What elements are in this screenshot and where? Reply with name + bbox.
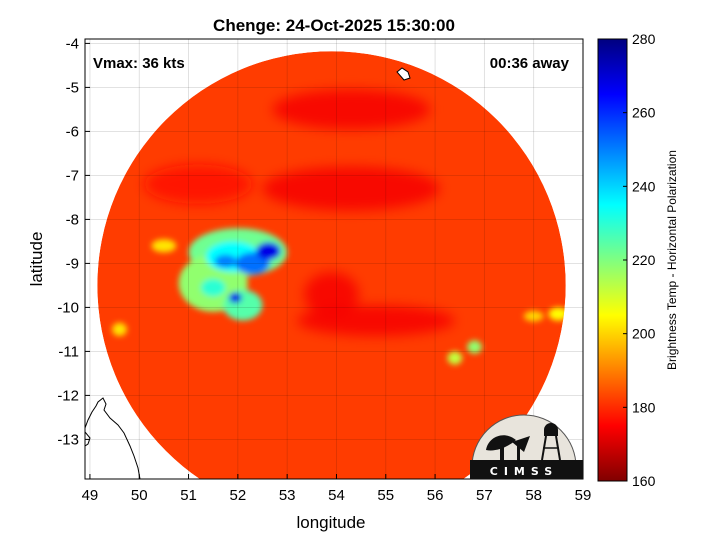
colorbar-tick-label: 200 (632, 326, 656, 342)
colorbar-ticks: 160 180 200 220 240 260 280 (623, 31, 656, 489)
cimss-logo: CIMSS (470, 414, 583, 479)
colorbar-label: Brightness Temp - Horizontal Polarizatio… (665, 150, 679, 370)
x-tick-label: 51 (180, 487, 197, 504)
y-tick-label: -13 (57, 431, 79, 448)
warm-band-feature (144, 164, 253, 204)
cimss-logo-text: CIMSS (490, 465, 558, 478)
time-away-annotation: 00:36 away (490, 55, 570, 72)
y-tick-label: -7 (66, 167, 79, 184)
plot-frame (84, 38, 584, 480)
convection-feature (200, 278, 226, 297)
colorbar (597, 38, 628, 482)
x-tick-label: 55 (377, 487, 394, 504)
convection-feature (214, 254, 237, 268)
x-tick-label: 56 (427, 487, 444, 504)
x-tick-label: 59 (575, 487, 592, 504)
x-axis-label: longitude (296, 513, 365, 532)
convection-feature (151, 239, 177, 253)
convection-feature (447, 351, 463, 365)
warm-band-feature (297, 305, 455, 336)
x-tick-label: 52 (230, 487, 247, 504)
x-tick-label: 49 (82, 487, 99, 504)
convection-feature (523, 310, 544, 322)
colorbar-tick-label: 280 (632, 31, 656, 47)
warm-band-feature (272, 89, 431, 130)
x-tick-label: 54 (328, 487, 345, 504)
water-tower-icon (544, 423, 558, 436)
y-tick-label: -9 (66, 255, 79, 272)
y-tick-label: -4 (66, 35, 79, 52)
y-tick-label: -10 (57, 299, 79, 316)
y-axis-label: latitude (27, 232, 46, 287)
coastline (85, 431, 91, 447)
x-tick-label: 57 (476, 487, 493, 504)
x-axis: 49 50 51 52 53 54 55 56 57 58 59 (82, 474, 592, 504)
vmax-annotation: Vmax: 36 kts (93, 55, 185, 72)
warm-band-feature (262, 166, 441, 211)
convection-feature (467, 340, 482, 354)
convection-feature (256, 242, 281, 260)
y-tick-label: -11 (58, 343, 79, 360)
convection-feature (223, 289, 263, 321)
colorbar-tick-label: 180 (632, 399, 656, 415)
chart-title: Chenge: 24-Oct-2025 15:30:00 (213, 16, 455, 35)
island-contour (396, 67, 411, 81)
y-tick-label: -12 (57, 387, 79, 404)
colorbar-tick-label: 220 (632, 252, 656, 268)
convection-feature (228, 292, 242, 303)
warm-band-feature (304, 272, 359, 317)
colorbar-tick-label: 160 (632, 473, 656, 489)
y-tick-label: -6 (66, 123, 79, 140)
convection-feature (112, 322, 127, 336)
y-tick-label: -8 (66, 211, 79, 228)
y-axis: -4 -5 -6 -7 -8 -9 -10 -11 -12 -13 (57, 35, 90, 448)
x-tick-label: 53 (279, 487, 296, 504)
colorbar-tick-label: 240 (632, 178, 656, 194)
colorbar-tick-label: 260 (632, 105, 656, 121)
satellite-dish-icon (486, 435, 516, 451)
swath-image (97, 51, 566, 479)
y-tick-label: -5 (66, 79, 79, 96)
convection-feature (548, 307, 566, 321)
coastline (85, 397, 141, 479)
x-tick-label: 58 (525, 487, 542, 504)
x-tick-label: 50 (131, 487, 148, 504)
